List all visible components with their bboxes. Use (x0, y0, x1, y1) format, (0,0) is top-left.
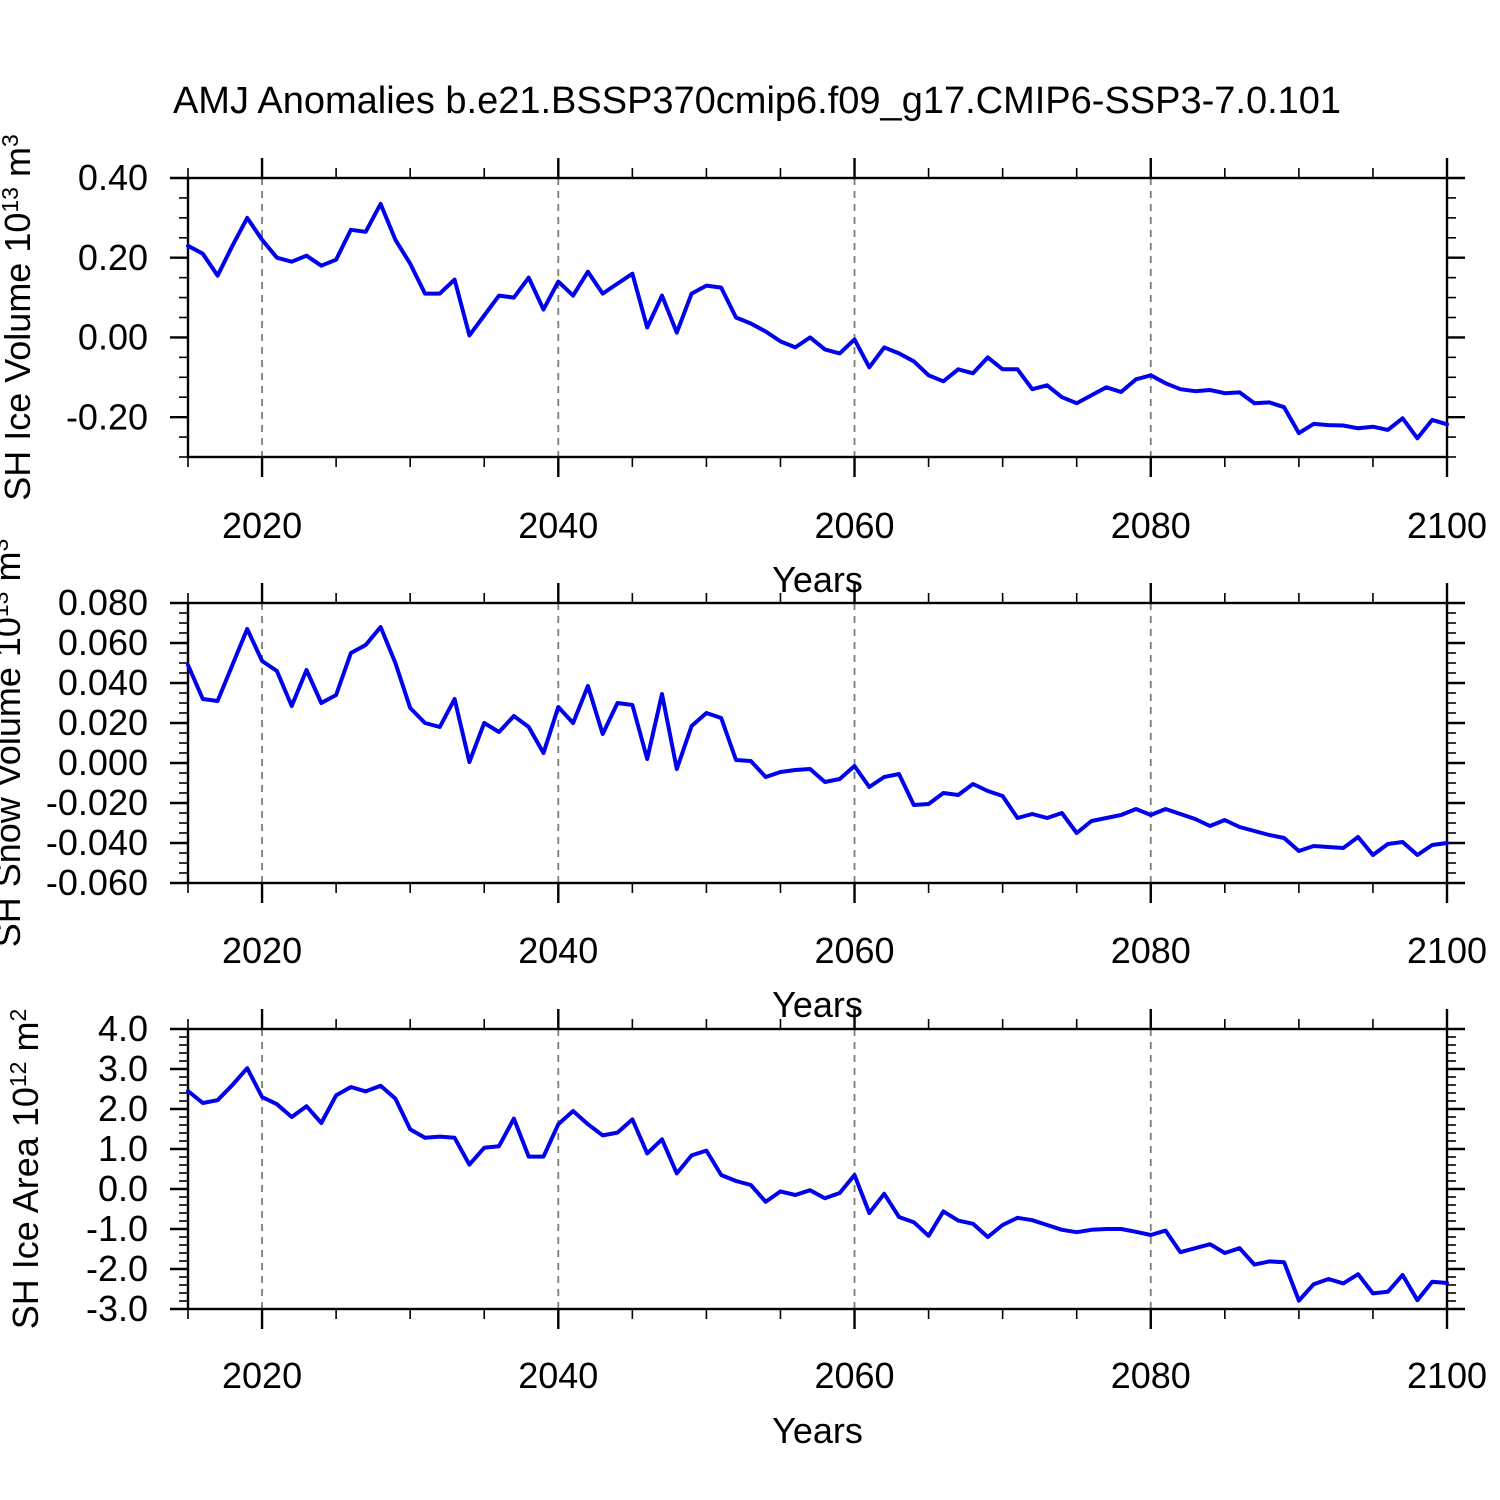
x-tick-label: 2020 (222, 505, 302, 546)
y-axis-title: SH Snow Volume 1013 m3 (0, 539, 28, 948)
y-axis-title: SH Ice Volume 1013 m3 (0, 134, 38, 501)
chart-title: AMJ Anomalies b.e21.BSSP370cmip6.f09_g17… (172, 80, 1342, 122)
y-tick-label: -1.0 (86, 1208, 148, 1249)
x-tick-label: 2080 (1111, 930, 1191, 971)
x-tick-label: 2040 (518, 505, 598, 546)
x-tick-label: 2040 (518, 1355, 598, 1396)
y-tick-label: 0.080 (58, 582, 148, 623)
x-axis-title: Years (772, 1410, 863, 1451)
x-tick-label: 2020 (222, 930, 302, 971)
x-tick-label: 2100 (1407, 930, 1487, 971)
panel-sh-ice-volume: 0.40 0.20 0.00 -0.20 2020 2040 2060 2080 2100 Yea… (0, 134, 1487, 600)
y-tick-label: 0.00 (78, 317, 148, 358)
y-tick-label: 1.0 (98, 1128, 148, 1169)
x-tick-label: 2060 (814, 930, 894, 971)
x-tick-label: 2060 (814, 505, 894, 546)
y-tick-label: 0.0 (98, 1168, 148, 1209)
x-tick-label: 2060 (814, 1355, 894, 1396)
y-tick-label: 2.0 (98, 1088, 148, 1129)
series-line-sh-ice-area (186, 1066, 1449, 1303)
x-tick-label: 2080 (1111, 505, 1191, 546)
x-tick-label: 2100 (1407, 1355, 1487, 1396)
y-tick-label: 0.40 (78, 157, 148, 198)
y-tick-label: 0.020 (58, 702, 148, 743)
y-tick-label: 0.040 (58, 662, 148, 703)
y-tick-label: -0.040 (46, 822, 148, 863)
x-tick-label: 2100 (1407, 505, 1487, 546)
y-tick-label: 4.0 (98, 1008, 148, 1049)
x-axis-title: Years (772, 984, 863, 1025)
panel-sh-snow-volume: 0.0800.0600.0400.0200.000-0.020-0.040-0.… (0, 539, 1487, 1025)
panel-sh-ice-area: 4.03.02.01.00.0-1.0-2.0-3.0 2020 2040 2060 2… (5, 1008, 1487, 1451)
x-tick-label: 2040 (518, 930, 598, 971)
y-tick-label: -3.0 (86, 1288, 148, 1329)
series-line-sh-snow-volume (186, 625, 1449, 857)
series-line-sh-ice-volume (186, 201, 1449, 441)
y-tick-label: 0.000 (58, 742, 148, 783)
x-tick-label: 2080 (1111, 1355, 1191, 1396)
y-tick-label: 3.0 (98, 1048, 148, 1089)
y-tick-label: -0.20 (66, 396, 148, 437)
y-tick-label: 0.060 (58, 622, 148, 663)
y-axis-title: SH Ice Area 1012 m2 (5, 1009, 46, 1330)
x-axis-title: Years (772, 559, 863, 600)
y-tick-label: 0.20 (78, 237, 148, 278)
y-tick-label: -0.060 (46, 862, 148, 903)
x-tick-label: 2020 (222, 1355, 302, 1396)
y-tick-label: -2.0 (86, 1248, 148, 1289)
y-tick-label: -0.020 (46, 782, 148, 823)
